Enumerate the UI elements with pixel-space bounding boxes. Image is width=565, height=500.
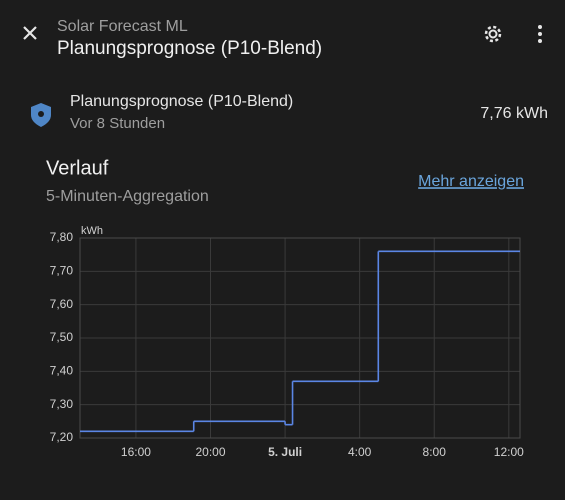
more-link[interactable]: Mehr anzeigen [418, 173, 524, 190]
settings-icon[interactable] [484, 25, 502, 43]
x-tick-label: 12:00 [494, 445, 524, 459]
entity-time: Vor 8 Stunden [70, 115, 165, 132]
menu-icon[interactable] [538, 25, 542, 43]
x-tick-label: 5. Juli [268, 445, 302, 459]
y-axis-unit: kWh [81, 225, 103, 237]
x-tick-label: 4:00 [348, 445, 372, 459]
plot-frame [79, 237, 521, 439]
x-tick-label: 20:00 [195, 445, 225, 459]
entity-name: Planungsprognose (P10-Blend) [70, 93, 293, 110]
x-tick-label: 16:00 [121, 445, 151, 459]
x-tick-label: 8:00 [423, 445, 447, 459]
dialog-title: Planungsprognose (P10-Blend) [57, 38, 322, 59]
y-tick-label: 7,30 [50, 397, 74, 411]
close-icon[interactable] [23, 26, 37, 40]
entity-state: 7,76 kWh [480, 105, 548, 122]
history-title: Verlauf [46, 157, 109, 179]
history-subtitle: 5-Minuten-Aggregation [46, 188, 209, 205]
y-tick-label: 7,50 [50, 330, 74, 344]
dialog-subtitle: Solar Forecast ML [57, 18, 188, 35]
y-tick-label: 7,80 [50, 230, 74, 244]
entity-icon-dot [38, 111, 44, 117]
y-tick-label: 7,20 [50, 430, 74, 444]
y-tick-label: 7,70 [50, 264, 74, 278]
y-tick-label: 7,40 [50, 364, 74, 378]
y-tick-label: 7,60 [50, 297, 74, 311]
